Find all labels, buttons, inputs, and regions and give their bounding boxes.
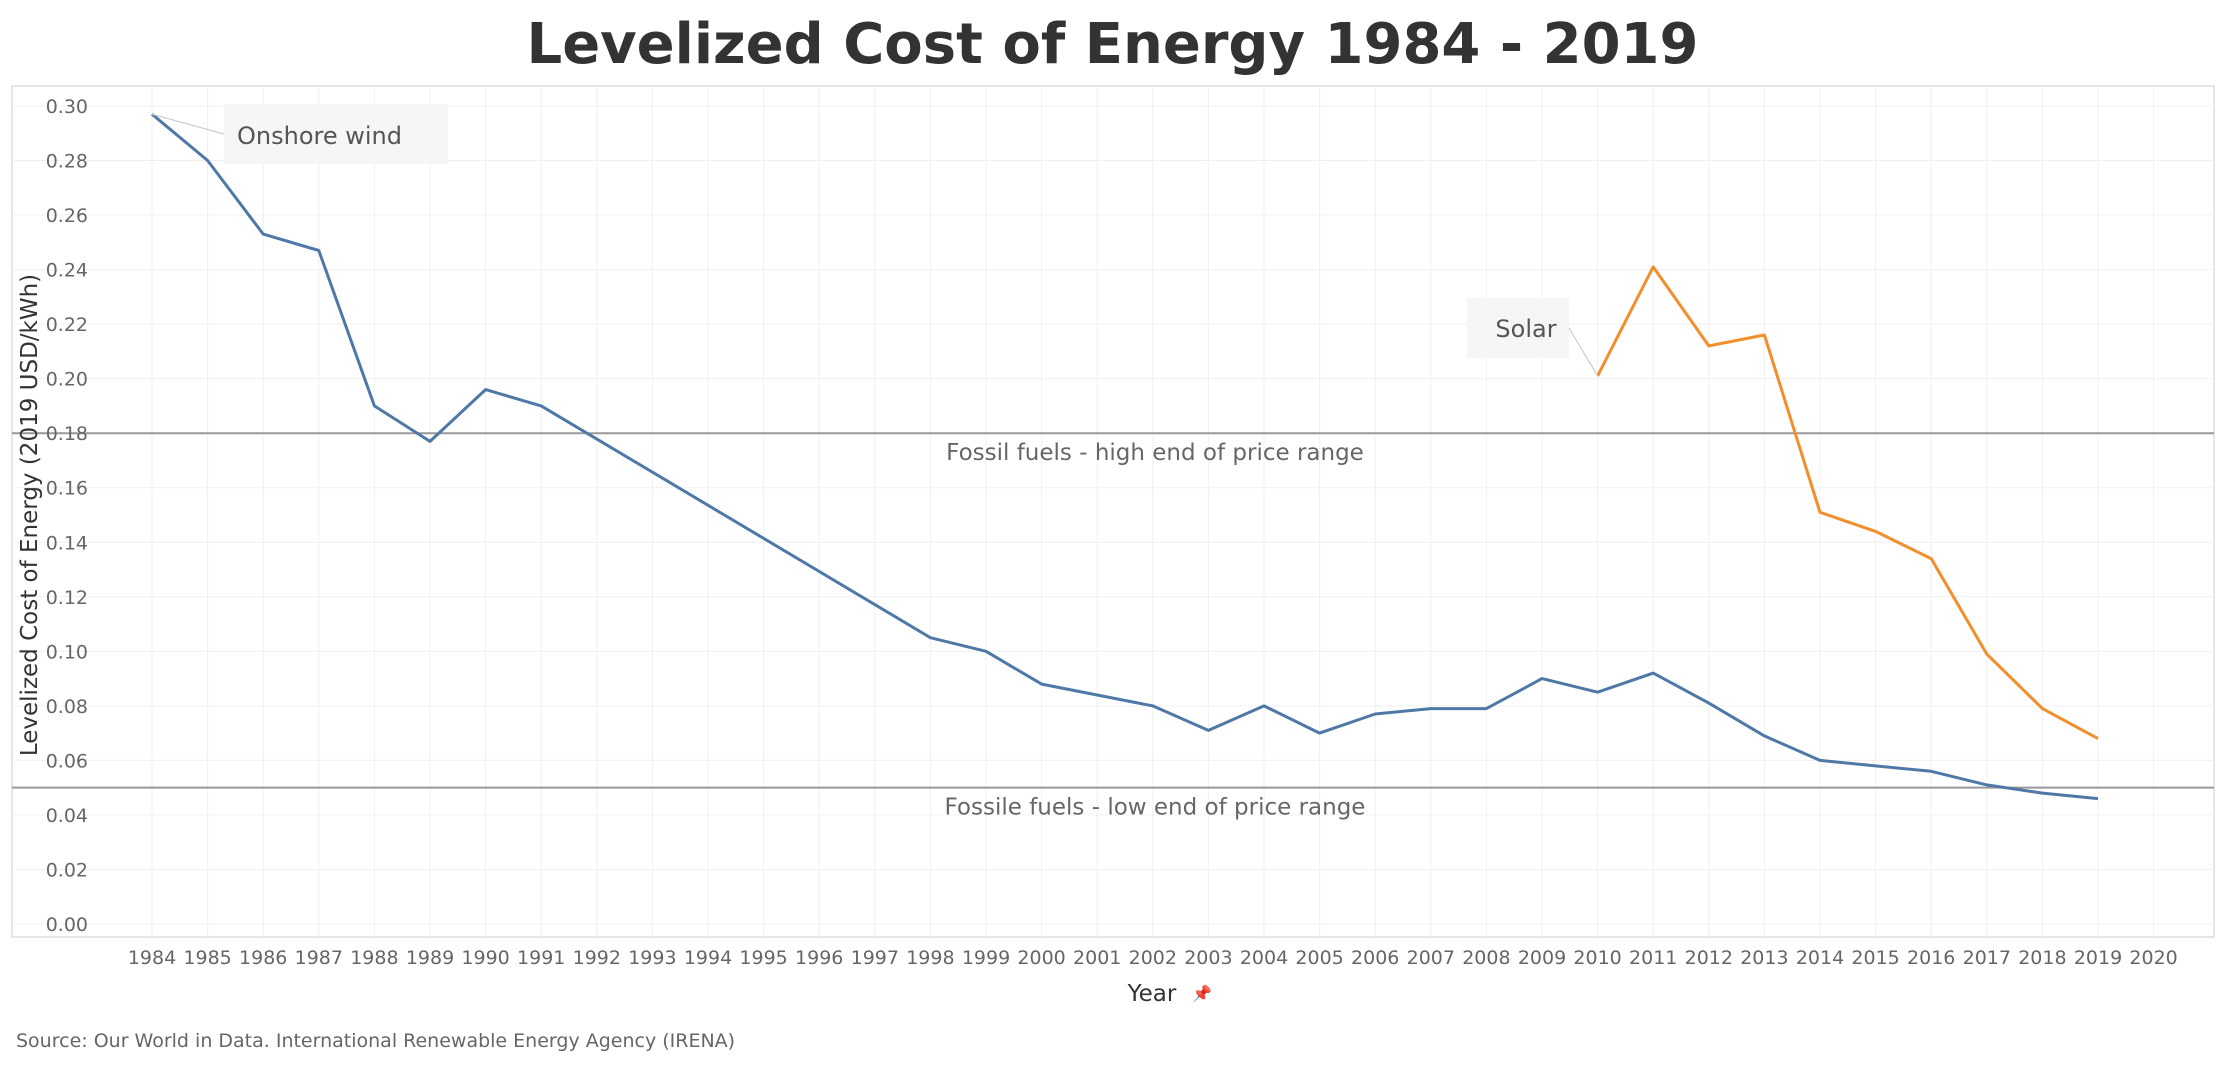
x-tick-label: 2001 — [1073, 947, 1121, 969]
y-tick-label: 0.24 — [46, 260, 88, 282]
chart-title: Levelized Cost of Energy 1984 - 2019 — [526, 12, 1699, 77]
x-tick-label: 1999 — [962, 947, 1010, 969]
x-tick-label: 1993 — [628, 947, 676, 969]
x-tick-label: 2003 — [1184, 947, 1232, 969]
reference-lines: Fossil fuels - high end of price range Fo… — [12, 432, 2214, 821]
y-tick-label: 0.30 — [46, 96, 88, 118]
x-tick-label: 2019 — [2074, 947, 2122, 969]
series-line-onshore-wind — [151, 113, 2099, 801]
annotation-box — [224, 104, 448, 164]
y-tick-label: 0.12 — [46, 587, 88, 609]
x-tick-label: 2018 — [2018, 947, 2066, 969]
y-tick-label: 0.22 — [46, 314, 88, 336]
x-tick-label: 1988 — [350, 947, 398, 969]
x-tick-label: 2005 — [1295, 947, 1343, 969]
annotation-leader — [151, 113, 225, 135]
y-tick-label: 0.28 — [46, 151, 88, 173]
y-tick-label: 0.14 — [46, 532, 88, 554]
y-tick-label: 0.06 — [46, 750, 88, 772]
x-tick-label: 1985 — [183, 947, 231, 969]
x-tick-label: 2008 — [1462, 947, 1510, 969]
x-tick-label: 1994 — [684, 947, 732, 969]
annotations: Onshore wind Solar — [151, 104, 1599, 377]
series-line-solar — [1596, 265, 2099, 740]
x-tick-label: 1990 — [461, 947, 509, 969]
x-tick-label: 2000 — [1017, 947, 1065, 969]
x-tick-label: 1984 — [128, 947, 176, 969]
pin-icon: 📌 — [1192, 984, 1212, 1003]
x-tick-label: 1989 — [406, 947, 454, 969]
y-tick-label: 0.20 — [46, 369, 88, 391]
x-tick-label: 2020 — [2129, 947, 2177, 969]
x-tick-label: 1992 — [573, 947, 621, 969]
y-tick-label: 0.02 — [46, 859, 88, 881]
x-tick-label: 2012 — [1685, 947, 1733, 969]
x-tick-label: 2006 — [1351, 947, 1399, 969]
plot-area-border — [11, 85, 2215, 938]
x-tick-label: 1995 — [739, 947, 787, 969]
y-tick-label: 0.04 — [46, 805, 88, 827]
x-tick-label: 2011 — [1629, 947, 1677, 969]
y-tick-label: 0.00 — [46, 914, 88, 936]
x-tick-label: 2016 — [1907, 947, 1955, 969]
x-tick-label: 2007 — [1407, 947, 1455, 969]
x-tick-label: 2002 — [1129, 947, 1177, 969]
series-lines — [151, 113, 2099, 801]
x-tick-label: 2009 — [1518, 947, 1566, 969]
reference-line-label: Fossile fuels - low end of price range — [945, 795, 1366, 821]
x-tick-label: 1997 — [851, 947, 899, 969]
x-tick-label: 1986 — [239, 947, 287, 969]
x-tick-label: 2014 — [1796, 947, 1844, 969]
source-note: Source: Our World in Data. International… — [16, 1030, 736, 1052]
x-tick-label: 1998 — [906, 947, 954, 969]
x-tick-label: 2010 — [1573, 947, 1621, 969]
annotation-leader — [1568, 327, 1599, 377]
annotation-label: Solar — [1495, 315, 1556, 343]
y-tick-label: 0.10 — [46, 641, 88, 663]
x-tick-label: 1987 — [295, 947, 343, 969]
x-axis-title: Year — [1127, 981, 1177, 1007]
x-tick-label: 2004 — [1240, 947, 1288, 969]
y-tick-label: 0.26 — [46, 205, 88, 227]
x-tick-label: 2015 — [1851, 947, 1899, 969]
annotation-box — [1467, 298, 1569, 358]
x-tick-label: 2017 — [1963, 947, 2011, 969]
y-tick-label: 0.18 — [46, 423, 88, 445]
annotation-label: Onshore wind — [237, 122, 402, 150]
y-axis-title: Levelized Cost of Energy (2019 USD/kWh) — [17, 274, 43, 756]
y-tick-label: 0.08 — [46, 696, 88, 718]
y-tick-label: 0.16 — [46, 478, 88, 500]
axis-ticks: 1984 1985 1986 1987 1988 1989 1990 1991 1992 1993… — [46, 96, 2178, 969]
x-tick-label: 1996 — [795, 947, 843, 969]
x-tick-label: 1991 — [517, 947, 565, 969]
reference-line-label: Fossil fuels - high end of price range — [946, 440, 1364, 466]
x-tick-label: 2013 — [1740, 947, 1788, 969]
